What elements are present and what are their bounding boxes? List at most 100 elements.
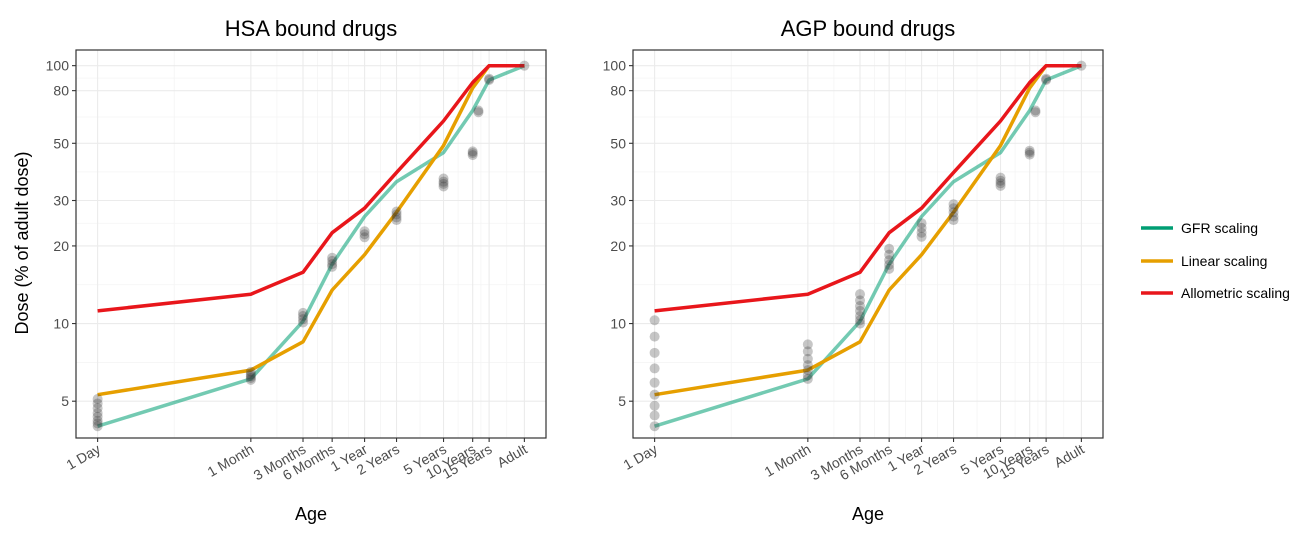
- data-point: [855, 305, 866, 316]
- data-point: [802, 360, 813, 371]
- series-line-allometric-scaling: [97, 63, 525, 313]
- y-axis-title: Dose (% of adult dose): [12, 151, 32, 334]
- data-point: [1024, 145, 1035, 156]
- y-tick-label: 80: [53, 83, 69, 99]
- data-point: [438, 178, 449, 189]
- data-point: [245, 371, 256, 382]
- data-point: [92, 408, 103, 419]
- y-tick-label: 30: [610, 193, 626, 209]
- data-point: [649, 377, 660, 388]
- plot-frame: [632, 49, 1104, 439]
- data-point: [327, 252, 338, 263]
- panel-title: AGP bound drugs: [781, 16, 956, 41]
- legend-label-linear: Linear scaling: [1181, 253, 1267, 269]
- x-tick-label: Adult: [1051, 441, 1087, 471]
- data-point: [855, 315, 866, 326]
- data-point: [245, 366, 256, 377]
- x-axis-title: Age: [852, 504, 884, 524]
- data-point: [298, 310, 309, 321]
- x-tick-label: 1 Day: [63, 441, 103, 473]
- plot-background: [633, 50, 1103, 438]
- panel-agp: AGP bound drugs Age 5 10 20 30 50 80 100 1 Day 1…: [603, 16, 1104, 524]
- x-tick-label: 1 Month: [762, 441, 814, 480]
- data-point: [649, 400, 660, 411]
- data-point: [916, 218, 927, 229]
- data-point: [484, 74, 495, 85]
- data-point: [884, 263, 895, 274]
- x-axis-title: Age: [295, 504, 327, 524]
- data-point: [92, 421, 103, 432]
- series-line-linear-scaling: [654, 63, 1082, 397]
- data-point: [649, 315, 660, 326]
- data-point: [92, 393, 103, 404]
- y-tick-label: 5: [61, 393, 69, 409]
- data-point: [802, 370, 813, 381]
- data-point: [649, 410, 660, 421]
- data-point: [948, 199, 959, 210]
- y-tick-label: 50: [53, 135, 69, 151]
- data-point: [916, 222, 927, 233]
- data-point: [649, 421, 660, 432]
- data-point: [649, 363, 660, 374]
- data-point: [298, 307, 309, 318]
- data-point: [855, 310, 866, 321]
- data-point: [802, 353, 813, 364]
- y-tick-label: 80: [610, 83, 626, 99]
- x-tick-label: 1 Day: [620, 441, 660, 473]
- data-point: [327, 255, 338, 266]
- y-tick-label: 50: [610, 135, 626, 151]
- y-tick-label: 100: [603, 58, 627, 74]
- data-point: [391, 212, 402, 223]
- data-point: [995, 178, 1006, 189]
- data-point: [802, 346, 813, 357]
- legend-label-gfr: GFR scaling: [1181, 220, 1258, 236]
- data-point: [245, 369, 256, 380]
- data-point: [1041, 74, 1052, 85]
- data-point: [802, 339, 813, 350]
- legend-label-allometric: Allometric scaling: [1181, 285, 1290, 301]
- plot-frame: [75, 49, 547, 439]
- data-point: [391, 209, 402, 220]
- data-point: [438, 181, 449, 192]
- data-point: [649, 347, 660, 358]
- series-line-linear-scaling: [97, 63, 525, 397]
- y-tick-label: 10: [53, 316, 69, 332]
- data-point: [92, 415, 103, 426]
- data-point: [948, 211, 959, 222]
- data-point: [1041, 73, 1052, 84]
- data-point: [948, 215, 959, 226]
- data-point: [884, 243, 895, 254]
- data-point: [855, 300, 866, 311]
- data-point: [855, 289, 866, 300]
- data-point: [92, 418, 103, 429]
- data-point: [995, 172, 1006, 183]
- data-point: [649, 331, 660, 342]
- data-point: [92, 411, 103, 422]
- y-tick-label: 10: [610, 316, 626, 332]
- data-point: [802, 373, 813, 384]
- data-point: [995, 180, 1006, 191]
- panel-title: HSA bound drugs: [225, 16, 397, 41]
- data-point: [1076, 60, 1087, 71]
- data-point: [855, 295, 866, 306]
- data-point: [916, 227, 927, 238]
- x-tick-label: Adult: [494, 441, 530, 471]
- data-point: [245, 374, 256, 385]
- series-line-gfr-scaling: [97, 64, 526, 428]
- plot-background: [76, 50, 546, 438]
- y-tick-label: 100: [46, 58, 70, 74]
- data-point: [92, 398, 103, 409]
- data-point: [359, 229, 370, 240]
- data-point: [327, 259, 338, 270]
- series-line-allometric-scaling: [654, 63, 1082, 313]
- data-point: [438, 173, 449, 184]
- panel-hsa: HSA bound drugs Age 5 10 20 30 50 80 100 1 Day 1…: [46, 16, 547, 524]
- data-point: [1030, 105, 1041, 116]
- data-point: [298, 317, 309, 328]
- data-point: [359, 232, 370, 243]
- data-point: [884, 255, 895, 266]
